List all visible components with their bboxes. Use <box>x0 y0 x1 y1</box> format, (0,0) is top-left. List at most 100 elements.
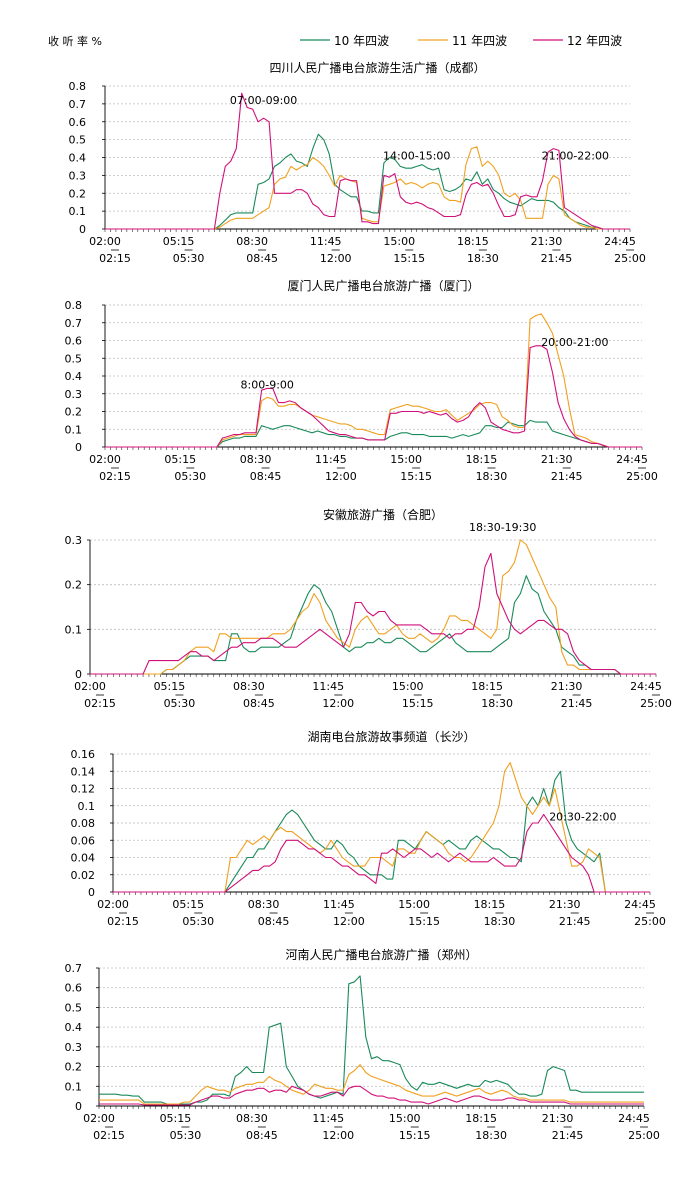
annotation: 14:00-15:00 <box>383 149 450 162</box>
y-tick-label: 0.2 <box>65 579 83 592</box>
x-tick-label-top: 11:45 <box>312 680 344 693</box>
series-line-2 <box>105 345 642 448</box>
x-tick-label-top: 11:45 <box>310 235 342 248</box>
x-tick-label-top: 05:15 <box>160 1112 192 1125</box>
x-tick-label-bottom: 18:30 <box>484 915 516 928</box>
x-tick-label-bottom: 02:15 <box>99 470 131 483</box>
series-line-0 <box>105 419 642 448</box>
series-line-1 <box>90 539 656 675</box>
x-tick-label-bottom: 21:45 <box>551 470 583 483</box>
y-tick-label: 0.2 <box>65 406 83 419</box>
series-line-0 <box>113 770 650 893</box>
x-tick-label-bottom: 02:15 <box>99 252 131 265</box>
x-tick-label-top: 18:15 <box>471 680 503 693</box>
x-tick-label-top: 15:00 <box>398 898 430 911</box>
x-tick-label-top: 11:45 <box>323 898 355 911</box>
y-tick-label: 0.3 <box>65 1041 83 1054</box>
x-tick-label-bottom: 08:45 <box>250 470 282 483</box>
x-tick-label-top: 08:30 <box>248 898 280 911</box>
y-tick-label: 0 <box>75 668 82 681</box>
x-tick-label-bottom: 18:30 <box>467 252 499 265</box>
x-tick-label-top: 08:30 <box>233 680 265 693</box>
x-tick-label-top: 21:30 <box>531 235 563 248</box>
x-tick-label-top: 08:30 <box>236 1112 268 1125</box>
x-tick-label-top: 08:30 <box>236 235 268 248</box>
x-tick-label-top: 02:00 <box>74 680 106 693</box>
x-tick-label-bottom: 05:30 <box>170 1129 202 1142</box>
y-tick-label: 0.2 <box>69 187 87 200</box>
x-tick-label-bottom: 15:15 <box>408 915 440 928</box>
x-tick-label-top: 24:45 <box>630 680 662 693</box>
annotation: 20:30-22:00 <box>549 810 616 823</box>
y-tick-label: 0.12 <box>71 783 96 796</box>
y-tick-label: 0.8 <box>69 80 87 93</box>
y-tick-label: 0.3 <box>69 169 87 182</box>
y-tick-label: 0.6 <box>65 335 83 348</box>
x-tick-label-top: 15:00 <box>390 453 422 466</box>
y-tick-label: 0.1 <box>65 423 83 436</box>
y-tick-label: 0.3 <box>65 534 83 547</box>
x-tick-label-top: 15:00 <box>383 235 415 248</box>
x-tick-label-bottom: 05:30 <box>164 697 196 710</box>
x-tick-label-bottom: 12:00 <box>325 470 357 483</box>
series-line-1 <box>113 762 650 893</box>
annotation: 18:30-19:30 <box>469 521 536 534</box>
annotation: 8:00-9:00 <box>241 378 294 391</box>
y-axis-unit-label: 收 听 率 % <box>48 34 102 48</box>
x-tick-label-bottom: 05:30 <box>182 915 214 928</box>
x-tick-label-top: 24:45 <box>616 453 648 466</box>
x-tick-label-bottom: 25:00 <box>634 915 666 928</box>
y-tick-label: 0.3 <box>65 388 83 401</box>
y-tick-label: 0 <box>88 886 95 899</box>
x-tick-label-bottom: 25:00 <box>640 697 672 710</box>
y-tick-label: 0.5 <box>69 134 87 147</box>
x-tick-label-bottom: 12:00 <box>322 697 354 710</box>
series-line-1 <box>105 313 642 448</box>
x-tick-label-bottom: 12:00 <box>333 915 365 928</box>
x-tick-label-bottom: 15:15 <box>402 697 434 710</box>
x-tick-label-top: 21:30 <box>542 1112 574 1125</box>
y-tick-label: 0.08 <box>71 817 96 830</box>
x-tick-label-top: 05:15 <box>154 680 186 693</box>
x-tick-label-top: 11:45 <box>312 1112 344 1125</box>
x-tick-label-top: 11:45 <box>315 453 347 466</box>
x-tick-label-bottom: 02:15 <box>107 915 139 928</box>
x-tick-label-top: 02:00 <box>89 235 121 248</box>
series-line-2 <box>105 92 630 230</box>
x-tick-label-bottom: 21:45 <box>541 252 573 265</box>
y-tick-label: 0.4 <box>65 370 83 383</box>
legend: 10 年四波 11 年四波 12 年四波 <box>300 34 622 48</box>
series-line-2 <box>113 813 650 893</box>
annotation: 07:00-09:00 <box>230 94 297 107</box>
y-tick-label: 0.04 <box>71 852 96 865</box>
x-tick-label-bottom: 08:45 <box>246 252 278 265</box>
x-tick-label-top: 24:45 <box>618 1112 650 1125</box>
y-tick-label: 0.7 <box>69 98 87 111</box>
annotation: 20:00-21:00 <box>541 336 608 349</box>
x-tick-label-top: 08:30 <box>240 453 272 466</box>
legend-label-1: 11 年四波 <box>452 34 507 48</box>
chart-panel-3: 湖南电台旅游故事频道（长沙） 0 0.02 0.04 0.06 0.08 0.1 0.12 0.… <box>71 729 666 928</box>
x-tick-label-bottom: 02:15 <box>93 1129 125 1142</box>
y-tick-label: 0.1 <box>78 800 96 813</box>
x-tick-label-bottom: 02:15 <box>84 697 116 710</box>
y-tick-label: 0.06 <box>71 834 96 847</box>
y-tick-label: 0.02 <box>71 869 96 882</box>
x-tick-label-bottom: 25:00 <box>626 470 658 483</box>
y-tick-label: 0 <box>75 441 82 454</box>
x-tick-label-top: 18:15 <box>466 453 498 466</box>
x-tick-label-bottom: 21:45 <box>559 915 591 928</box>
x-tick-label-top: 02:00 <box>83 1112 115 1125</box>
x-tick-label-bottom: 05:30 <box>174 470 206 483</box>
x-tick-label-bottom: 18:30 <box>476 470 508 483</box>
legend-label-0: 10 年四波 <box>334 34 389 48</box>
x-tick-label-top: 21:30 <box>551 680 583 693</box>
x-tick-label-bottom: 08:45 <box>258 915 290 928</box>
x-tick-label-top: 02:00 <box>97 898 129 911</box>
x-tick-label-top: 18:15 <box>474 898 506 911</box>
y-tick-label: 0 <box>79 223 86 236</box>
y-tick-label: 0.6 <box>65 982 83 995</box>
series-line-2 <box>99 1085 644 1106</box>
chart-panel-4: 河南人民广播电台旅游广播（郑州） 0 0.1 0.2 0.3 0.4 0.5 0.6 0.7 02… <box>65 947 660 1142</box>
